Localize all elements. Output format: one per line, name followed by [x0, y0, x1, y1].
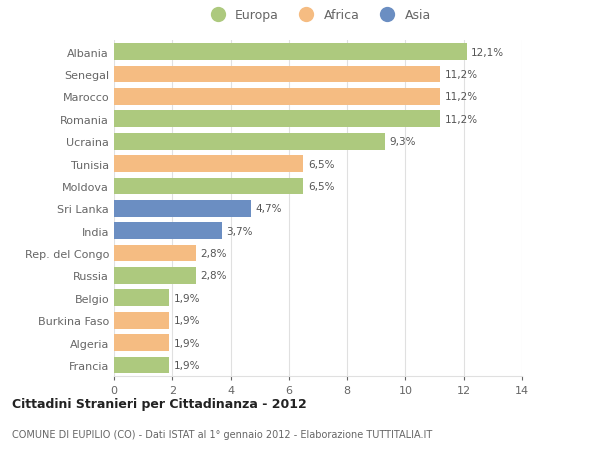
Text: 4,7%: 4,7% — [256, 204, 282, 214]
Bar — [114, 156, 304, 173]
Bar — [114, 89, 440, 106]
Text: 6,5%: 6,5% — [308, 159, 334, 169]
Bar — [114, 223, 222, 240]
Text: 1,9%: 1,9% — [174, 315, 200, 325]
Text: 6,5%: 6,5% — [308, 181, 334, 191]
Bar — [114, 357, 169, 374]
Text: 2,8%: 2,8% — [200, 248, 226, 258]
Text: 11,2%: 11,2% — [445, 92, 478, 102]
Bar — [114, 134, 385, 150]
Text: Cittadini Stranieri per Cittadinanza - 2012: Cittadini Stranieri per Cittadinanza - 2… — [12, 397, 307, 410]
Bar — [114, 312, 169, 329]
Text: 12,1%: 12,1% — [471, 47, 504, 57]
Text: 2,8%: 2,8% — [200, 271, 226, 281]
Legend: Europa, Africa, Asia: Europa, Africa, Asia — [205, 9, 431, 22]
Bar — [114, 245, 196, 262]
Text: 1,9%: 1,9% — [174, 360, 200, 370]
Text: COMUNE DI EUPILIO (CO) - Dati ISTAT al 1° gennaio 2012 - Elaborazione TUTTITALIA: COMUNE DI EUPILIO (CO) - Dati ISTAT al 1… — [12, 429, 432, 439]
Text: 3,7%: 3,7% — [226, 226, 253, 236]
Bar — [114, 111, 440, 128]
Bar — [114, 201, 251, 217]
Text: 1,9%: 1,9% — [174, 338, 200, 348]
Bar — [114, 67, 440, 83]
Bar — [114, 290, 169, 307]
Bar — [114, 335, 169, 351]
Text: 9,3%: 9,3% — [389, 137, 416, 147]
Bar — [114, 268, 196, 284]
Text: 1,9%: 1,9% — [174, 293, 200, 303]
Bar — [114, 178, 304, 195]
Text: 11,2%: 11,2% — [445, 70, 478, 80]
Text: 11,2%: 11,2% — [445, 114, 478, 124]
Bar — [114, 44, 467, 61]
